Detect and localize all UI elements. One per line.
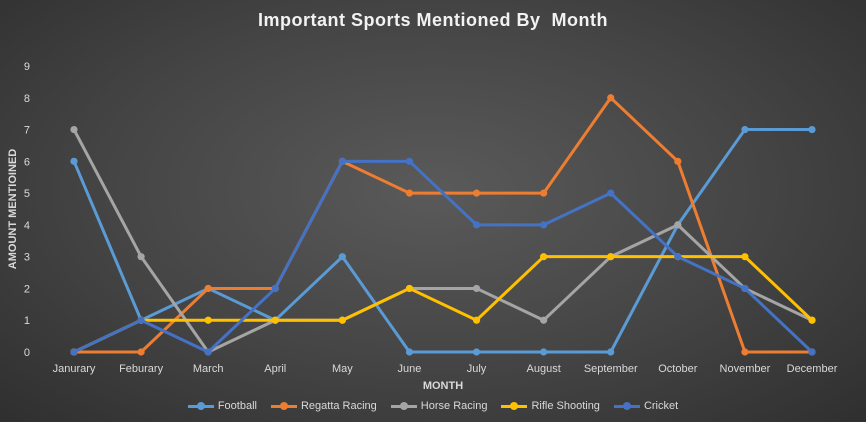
data-point	[338, 253, 346, 261]
x-tick-label: April	[264, 363, 286, 375]
x-tick-label: March	[193, 363, 224, 375]
legend-swatch	[187, 401, 214, 410]
y-tick-label: 9	[24, 61, 30, 73]
data-point	[741, 284, 749, 293]
legend-label: Cricket	[643, 400, 679, 412]
data-point	[540, 189, 548, 197]
data-point	[741, 125, 749, 134]
legend-item: Regatta Racing	[270, 400, 377, 412]
y-tick-label: 6	[24, 156, 30, 168]
legend-item: Football	[187, 400, 257, 412]
x-tick-label: Janurary	[53, 363, 96, 375]
data-point	[472, 221, 481, 229]
legend-item: Horse Racing	[390, 400, 488, 412]
data-point	[405, 284, 414, 293]
chart-title: Important Sports Mentioned By Month	[258, 10, 608, 30]
legend-swatch	[270, 401, 297, 410]
data-point	[137, 348, 145, 356]
data-point	[472, 316, 481, 324]
data-point	[540, 348, 548, 356]
data-point	[674, 157, 682, 165]
series-line	[72, 96, 814, 354]
data-point	[607, 253, 615, 261]
data-point	[137, 316, 145, 324]
series-line	[72, 159, 814, 354]
y-tick-label: 0	[24, 347, 30, 359]
x-tick-label: Feburary	[119, 363, 164, 375]
data-point	[472, 348, 481, 356]
x-tick-label: December	[787, 363, 838, 375]
series-cricket	[70, 157, 816, 356]
data-point	[271, 316, 279, 324]
data-point	[271, 284, 279, 293]
data-point	[674, 221, 682, 229]
data-point	[741, 253, 749, 261]
legend-item: Rifle Shooting	[501, 400, 600, 412]
y-tick-label: 2	[24, 283, 30, 295]
y-tick-label: 1	[24, 315, 30, 327]
y-tick-label: 8	[24, 93, 30, 105]
data-point	[808, 316, 816, 324]
x-tick-label: September	[584, 363, 638, 375]
data-point	[540, 316, 548, 324]
y-tick-label: 3	[24, 252, 30, 264]
data-point	[540, 221, 548, 229]
data-point	[808, 125, 816, 134]
x-tick-label: November	[720, 363, 771, 375]
data-point	[204, 348, 212, 356]
data-point	[405, 189, 414, 197]
data-point	[607, 94, 615, 102]
x-tick-label: July	[467, 363, 487, 375]
data-point	[607, 348, 615, 356]
legend-swatch	[501, 401, 528, 410]
legend-label: Football	[217, 400, 257, 412]
series-line	[72, 128, 814, 354]
data-point	[70, 125, 78, 134]
data-point	[405, 157, 414, 165]
legend-swatch	[390, 401, 417, 410]
data-point	[741, 348, 749, 356]
legend-item: Cricket	[613, 400, 679, 412]
data-point	[338, 157, 346, 165]
y-tick-label: 5	[24, 188, 30, 200]
legend-swatch	[613, 401, 640, 410]
data-point	[674, 253, 682, 261]
data-point	[472, 189, 481, 197]
series-line	[72, 255, 814, 354]
data-point	[540, 253, 548, 261]
y-tick-label: 7	[24, 125, 30, 137]
data-point	[338, 316, 346, 324]
data-point	[70, 348, 78, 356]
x-tick-label: June	[398, 363, 422, 375]
x-tick-label: May	[332, 363, 353, 375]
data-point	[204, 284, 212, 293]
x-axis-title: MONTH	[423, 380, 463, 392]
data-point	[808, 348, 816, 356]
series-line	[72, 128, 814, 354]
data-point	[204, 316, 212, 324]
data-point	[405, 348, 414, 356]
data-point	[607, 189, 615, 197]
data-point	[70, 157, 78, 165]
data-point	[137, 253, 145, 261]
legend-label: Rifle Shooting	[531, 400, 600, 412]
legend-label: Horse Racing	[420, 400, 488, 412]
x-tick-label: August	[527, 363, 561, 375]
y-tick-label: 4	[24, 220, 30, 232]
legend: Football Regatta Racing Horse Racing Rifle …	[0, 397, 866, 415]
legend-label: Regatta Racing	[300, 400, 377, 412]
y-axis-title: AMOUNT MENTIOINED	[7, 149, 19, 269]
data-point	[472, 284, 481, 293]
x-tick-label: October	[658, 363, 697, 375]
